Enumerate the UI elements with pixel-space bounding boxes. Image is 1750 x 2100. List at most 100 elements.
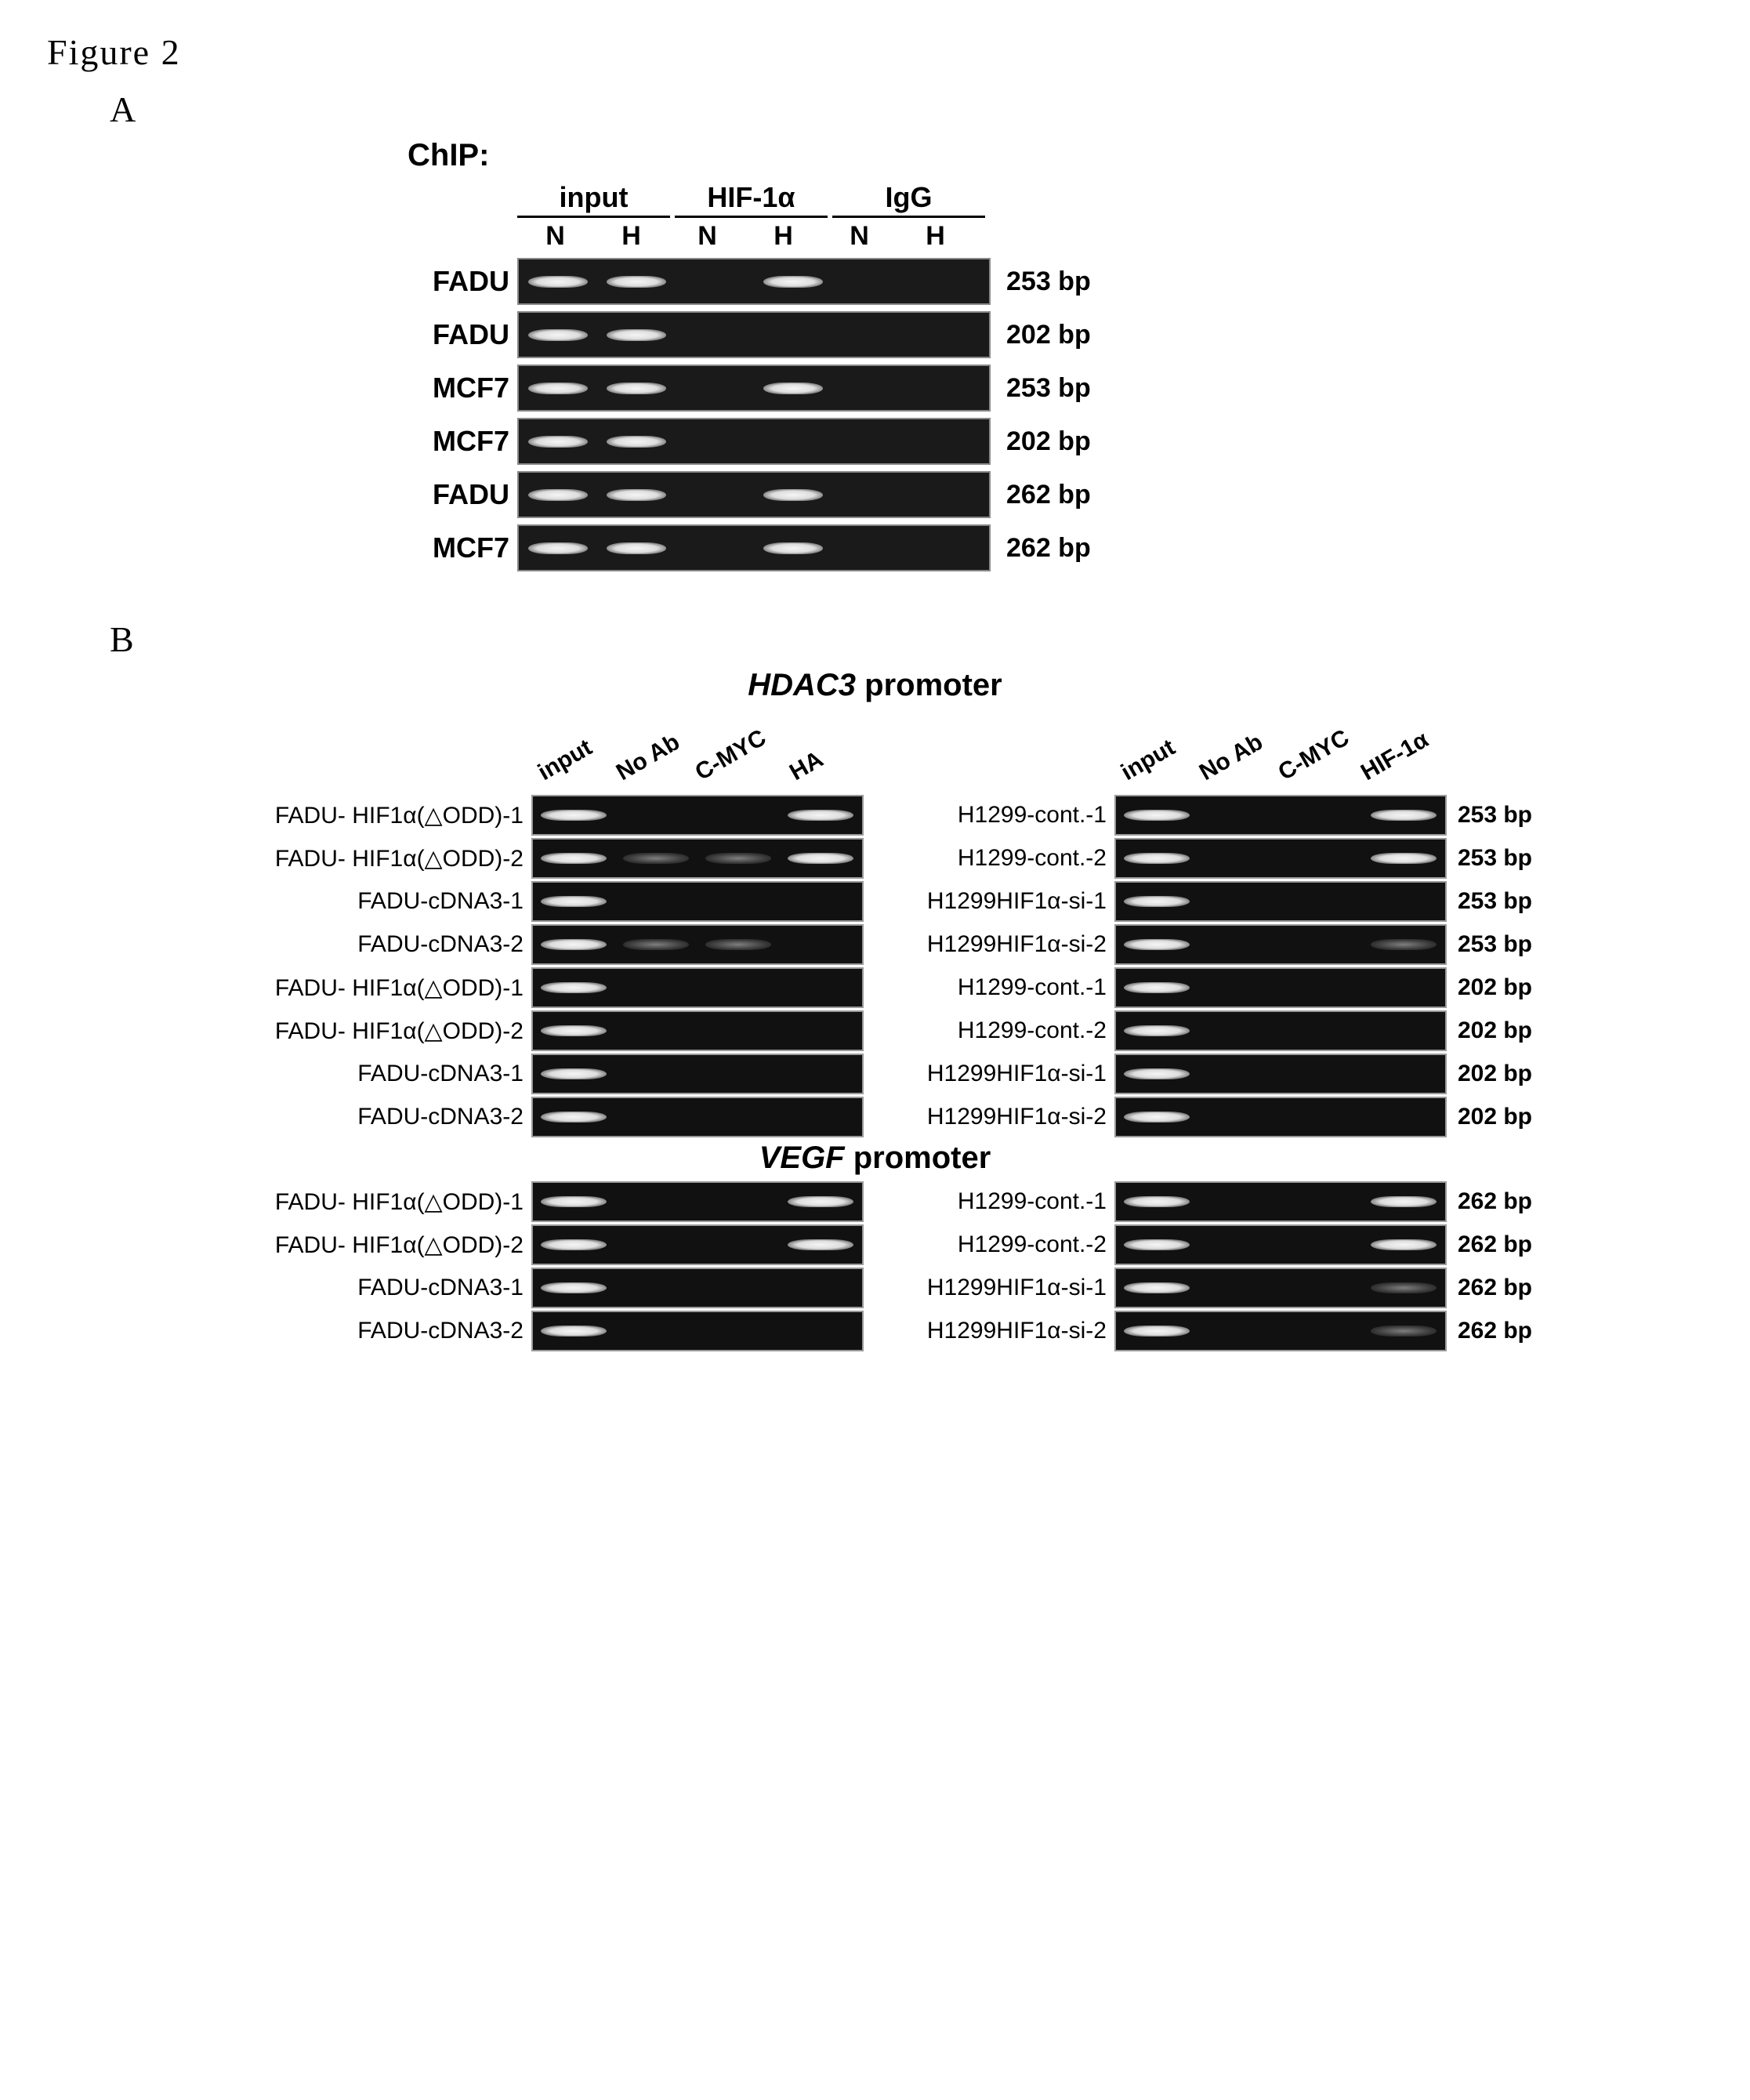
bp-label: 262 bp <box>1458 1188 1532 1215</box>
bp-label: 262 bp <box>1458 1275 1532 1301</box>
gel-row: FADU-cDNA3-2 <box>218 1311 864 1351</box>
gel-row: H1299-cont.-1 202 bp <box>887 967 1532 1008</box>
vegf-italic: VEGF <box>759 1141 845 1175</box>
row-label: H1299-cont.-1 <box>887 802 1114 829</box>
bp-label: 202 bp <box>1458 1061 1532 1087</box>
hdr-input: input <box>1117 734 1179 786</box>
gel-row: H1299-cont.-2 202 bp <box>887 1010 1532 1051</box>
row-label: MCF7 <box>376 531 517 564</box>
vegf-rest: promoter <box>845 1141 991 1175</box>
bp-label: 253 bp <box>1006 267 1091 297</box>
gel-strip <box>1114 967 1447 1008</box>
gel-row: FADU-cDNA3-1 <box>218 1268 864 1308</box>
bp-label: 202 bp <box>1458 1017 1532 1044</box>
bp-label: 253 bp <box>1458 845 1532 872</box>
row-label: FADU-cDNA3-2 <box>218 1318 531 1344</box>
gel-strip <box>531 1010 864 1051</box>
hdac3-right-col: input No Ab C-MYC HIF-1α H1299-cont.-1 25… <box>887 706 1532 1137</box>
header-igg: IgG <box>832 181 985 218</box>
sub-n: N <box>517 221 593 252</box>
gel-row: MCF7262 bp <box>376 524 1703 571</box>
gel-row: FADU262 bp <box>376 471 1703 518</box>
row-label: FADU- HIF1α(△ODD)-1 <box>218 974 531 1002</box>
row-label: MCF7 <box>376 425 517 458</box>
gel-row: FADU- HIF1α(△ODD)-1 <box>218 795 864 836</box>
gel-strip <box>1114 1097 1447 1137</box>
gel-row: FADU- HIF1α(△ODD)-2 <box>218 1224 864 1265</box>
gel-strip <box>517 524 991 571</box>
gel-strip <box>1114 1311 1447 1351</box>
gel-strip <box>531 1268 864 1308</box>
vegf-left-col: FADU- HIF1α(△ODD)-1FADU- HIF1α(△ODD)-2FA… <box>218 1179 864 1351</box>
bp-label: 253 bp <box>1458 931 1532 958</box>
gel-strip <box>531 881 864 922</box>
bp-label: 202 bp <box>1458 974 1532 1001</box>
row-label: FADU- HIF1α(△ODD)-1 <box>218 1188 531 1216</box>
row-label: FADU- HIF1α(△ODD)-1 <box>218 802 531 829</box>
left-diag-headers: input No Ab C-MYC HA <box>524 706 850 792</box>
row-label: FADU- HIF1α(△ODD)-2 <box>218 1017 531 1045</box>
sub-n: N <box>821 221 897 252</box>
row-label: MCF7 <box>376 372 517 404</box>
row-label: FADU-cDNA3-1 <box>218 888 531 915</box>
panel-a-label: A <box>110 89 1703 130</box>
bp-label: 202 bp <box>1458 1104 1532 1130</box>
vegf-title: VEGF promoter <box>47 1141 1703 1176</box>
row-label: H1299-cont.-2 <box>887 845 1114 872</box>
row-label: H1299HIF1α-si-1 <box>887 1061 1114 1087</box>
header-input: input <box>517 181 670 218</box>
panel-b: HDAC3 promoter input No Ab C-MYC HA FADU… <box>47 668 1703 1351</box>
row-label: FADU-cDNA3-1 <box>218 1061 531 1087</box>
row-label: FADU <box>376 265 517 298</box>
gel-strip <box>1114 1054 1447 1094</box>
gel-row: MCF7 253 bp <box>376 365 1703 412</box>
panel-a: ChIP: input HIF-1α IgG N H N H N H FADU2… <box>376 138 1703 571</box>
bp-label: 202 bp <box>1006 320 1091 350</box>
right-diag-headers: input No Ab C-MYC HIF-1α <box>1107 706 1433 792</box>
bp-label: 253 bp <box>1006 373 1091 404</box>
gel-row: H1299HIF1α-si-1262 bp <box>887 1268 1532 1308</box>
row-label: H1299-cont.-2 <box>887 1231 1114 1258</box>
gel-strip <box>517 418 991 465</box>
gel-row: FADU 253 bp <box>376 258 1703 305</box>
gel-strip <box>531 1311 864 1351</box>
gel-strip <box>531 924 864 965</box>
hdr-hif1a: HIF-1α <box>1357 727 1433 786</box>
bp-label: 262 bp <box>1458 1318 1532 1344</box>
bp-label: 202 bp <box>1006 426 1091 457</box>
gel-strip <box>517 258 991 305</box>
row-label: H1299HIF1α-si-1 <box>887 888 1114 915</box>
sub-h: H <box>745 221 821 252</box>
gel-row: FADU-cDNA3-1 <box>218 881 864 922</box>
sub-n: N <box>669 221 745 252</box>
bp-label: 262 bp <box>1006 480 1091 510</box>
row-label: H1299-cont.-1 <box>887 974 1114 1001</box>
hdr-cmyc: C-MYC <box>690 724 770 786</box>
gel-row: FADU- HIF1α(△ODD)-1 <box>218 967 864 1008</box>
row-label: H1299-cont.-1 <box>887 1188 1114 1215</box>
gel-strip <box>517 365 991 412</box>
panel-b-label: B <box>110 618 1703 660</box>
row-label: H1299HIF1α-si-2 <box>887 1104 1114 1130</box>
gel-strip <box>531 1097 864 1137</box>
gel-row: FADU- HIF1α(△ODD)-2 <box>218 838 864 879</box>
gel-row: H1299HIF1α-si-1 202 bp <box>887 1054 1532 1094</box>
gel-strip <box>517 471 991 518</box>
header-hif1a: HIF-1α <box>675 181 828 218</box>
bp-label: 262 bp <box>1458 1231 1532 1258</box>
gel-row: MCF7 202 bp <box>376 418 1703 465</box>
gel-strip <box>531 967 864 1008</box>
gel-strip <box>531 1054 864 1094</box>
gel-row: H1299HIF1α-si-1 253 bp <box>887 881 1532 922</box>
gel-row: H1299-cont.-1 262 bp <box>887 1181 1532 1222</box>
hdr-input: input <box>534 734 596 786</box>
gel-strip <box>1114 1268 1447 1308</box>
gel-row: FADU- HIF1α(△ODD)-1 <box>218 1181 864 1222</box>
bp-label: 253 bp <box>1458 888 1532 915</box>
gel-strip <box>1114 838 1447 879</box>
gel-strip <box>517 311 991 358</box>
row-label: H1299-cont.-2 <box>887 1017 1114 1044</box>
gel-strip <box>1114 1181 1447 1222</box>
gel-strip <box>1114 1224 1447 1265</box>
gel-strip <box>1114 924 1447 965</box>
